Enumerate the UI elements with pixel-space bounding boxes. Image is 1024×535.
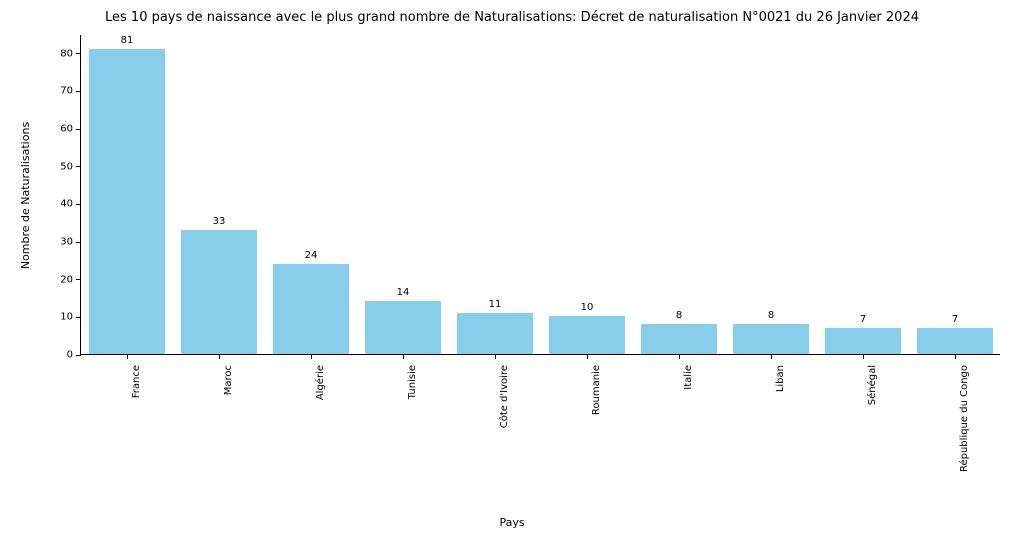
bar	[825, 328, 900, 354]
xtick-mark	[127, 354, 128, 359]
ytick-mark	[76, 91, 81, 92]
xtick-label: Sénégal	[867, 365, 878, 405]
ytick-label: 10	[41, 312, 73, 323]
bar	[89, 49, 164, 354]
bar	[273, 264, 348, 354]
xtick-mark	[955, 354, 956, 359]
xtick-mark	[311, 354, 312, 359]
ytick-mark	[76, 242, 81, 243]
xtick-label: Italie	[683, 365, 694, 390]
ytick-mark	[76, 355, 81, 356]
ytick-mark	[76, 53, 81, 54]
xtick-mark	[495, 354, 496, 359]
xtick-label: Liban	[775, 365, 786, 392]
bar-value-label: 8	[751, 310, 791, 321]
bar-value-label: 14	[383, 287, 423, 298]
xtick-label: République du Congo	[959, 365, 970, 472]
figure: Les 10 pays de naissance avec le plus gr…	[0, 0, 1024, 535]
ytick-label: 40	[41, 199, 73, 210]
ytick-label: 20	[41, 274, 73, 285]
ytick-mark	[76, 166, 81, 167]
ytick-label: 30	[41, 237, 73, 248]
xtick-mark	[219, 354, 220, 359]
bar-value-label: 33	[199, 216, 239, 227]
xtick-label: Maroc	[223, 365, 234, 395]
ytick-mark	[76, 279, 81, 280]
xtick-mark	[403, 354, 404, 359]
bar-value-label: 7	[935, 314, 975, 325]
xtick-mark	[771, 354, 772, 359]
bar	[733, 324, 808, 354]
bar-value-label: 11	[475, 299, 515, 310]
ytick-label: 80	[41, 48, 73, 59]
bar-value-label: 10	[567, 302, 607, 313]
xtick-label: France	[131, 365, 142, 398]
xtick-mark	[587, 354, 588, 359]
xtick-label: Côte d'Ivoire	[499, 365, 510, 428]
xtick-label: Roumanie	[591, 365, 602, 415]
xtick-label: Tunisie	[407, 365, 418, 399]
bar	[641, 324, 716, 354]
ytick-mark	[76, 204, 81, 205]
bar-value-label: 24	[291, 250, 331, 261]
ytick-mark	[76, 317, 81, 318]
ytick-mark	[76, 129, 81, 130]
bar	[181, 230, 256, 354]
ytick-label: 70	[41, 86, 73, 97]
bar	[917, 328, 992, 354]
xtick-mark	[679, 354, 680, 359]
plot-area: 8133241411108877 01020304050607080France…	[80, 35, 1000, 355]
bar-value-label: 81	[107, 35, 147, 46]
chart-title: Les 10 pays de naissance avec le plus gr…	[0, 10, 1024, 25]
bar	[549, 316, 624, 354]
ytick-label: 0	[41, 350, 73, 361]
bar-value-label: 7	[843, 314, 883, 325]
xtick-label: Algérie	[315, 365, 326, 400]
bar	[457, 313, 532, 354]
x-axis-label: Pays	[0, 516, 1024, 529]
ytick-label: 50	[41, 161, 73, 172]
bar-value-label: 8	[659, 310, 699, 321]
ytick-label: 60	[41, 124, 73, 135]
bars-container: 81 33 24 14 11 10 8 8 7 7	[81, 35, 1000, 354]
bar	[365, 301, 440, 354]
xtick-mark	[863, 354, 864, 359]
y-axis-label: Nombre de Naturalisations	[18, 0, 34, 390]
